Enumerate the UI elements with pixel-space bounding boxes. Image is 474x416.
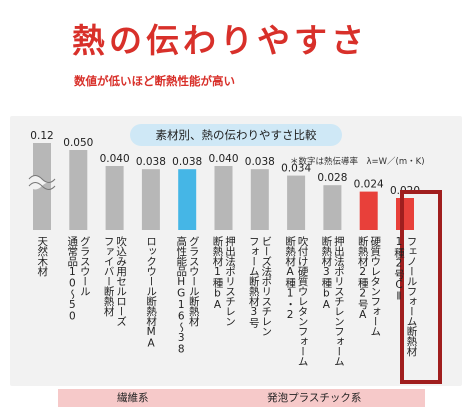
group-label-0: 繊維系	[58, 389, 208, 407]
bar-6	[250, 169, 269, 230]
data-label-6: 0.038	[245, 156, 275, 168]
data-label-3: 0.038	[136, 156, 166, 168]
category-label-6: ビーズ法ポリスチレン フォーム断熱材3号	[247, 236, 273, 336]
bar-7	[287, 175, 306, 230]
category-label-line: 吹込み用セルローズ	[115, 236, 128, 326]
category-label-line: フェノールフォーム断熱材	[405, 236, 418, 356]
bar-4	[178, 169, 197, 230]
data-label-5: 0.040	[208, 153, 238, 165]
page-title: 熱の伝わりやすさ	[72, 21, 368, 60]
category-label-line: 吹付け硬質ウレタンフォーム	[296, 236, 309, 366]
page-subtitle: 数値が低いほど断熱性能が高い	[74, 74, 235, 88]
data-label-4: 0.038	[172, 156, 202, 168]
bar-2	[105, 166, 124, 230]
category-label-line: 1種2号CⅡ	[393, 236, 405, 302]
data-label-8: 0.028	[317, 172, 347, 184]
bar-8	[323, 185, 342, 230]
category-label-line: フォーム断熱材3号	[247, 236, 260, 328]
category-label-1: グラスウール 通常品10～50	[66, 236, 91, 322]
category-label-line: 通常品10～50	[66, 236, 79, 322]
axis-break-line	[28, 175, 56, 183]
highlight-box	[400, 190, 442, 384]
data-label-0: 0.12	[30, 130, 53, 142]
category-label-line: 押出法ポリスチレンフォーム	[332, 236, 345, 366]
category-label-0: 天然木材	[36, 236, 48, 276]
data-label-7: 0.034	[281, 163, 311, 175]
category-label-7: 吹付け硬質ウレタンフォーム 断熱材A種1・2	[284, 236, 309, 366]
category-label-line: ファイバー断熱材	[102, 236, 115, 316]
category-label-line: ロックウール断熱材MA	[145, 236, 158, 349]
category-label-3: ロックウール断熱材MA	[145, 236, 157, 349]
group-label-1: 発泡プラスチック系	[203, 389, 425, 407]
category-label-line: 断熱材1種bA	[211, 236, 224, 311]
bar-1	[69, 150, 88, 230]
category-label-line: ビーズ法ポリスチレン	[260, 236, 273, 336]
unit-note: ＊数字は熱伝導率 λ=W／(m・K)	[290, 157, 425, 167]
category-label-line: 断熱材3種bA	[320, 236, 333, 311]
data-label-1: 0.050	[63, 137, 93, 149]
category-label-8: 押出法ポリスチレンフォーム 断熱材3種bA	[320, 236, 345, 366]
bar-9	[359, 191, 378, 230]
data-label-2: 0.040	[100, 153, 130, 165]
category-label-line: 押出法ポリスチレン	[224, 236, 236, 326]
category-label-2: 吹込み用セルローズ ファイバー断熱材	[102, 236, 128, 326]
category-label-line: 断熱材2種2号A	[356, 236, 369, 321]
bar-3	[141, 169, 160, 230]
data-label-9: 0.024	[354, 179, 384, 191]
category-label-4: グラスウール断熱材 高性能品HG16～38	[175, 236, 200, 355]
category-label-line: 天然木材	[36, 236, 49, 276]
category-label-5: 押出法ポリスチレン 断熱材1種bA	[211, 236, 237, 326]
axis-break-line	[28, 182, 56, 190]
bar-5	[214, 166, 233, 230]
category-label-line: グラスウール	[78, 236, 91, 296]
category-label-line: グラスウール断熱材	[187, 236, 200, 326]
category-label-line: 硬質ウレタンフォーム	[369, 236, 382, 336]
category-label-9: 硬質ウレタンフォーム 断熱材2種2号A	[356, 236, 382, 336]
chart-title: 素材別、熱の伝わりやすさ比較	[130, 124, 342, 146]
category-label-10: フェノールフォーム断熱材 1種2号CⅡ	[393, 236, 418, 356]
category-label-line: 断熱材A種1・2	[284, 236, 297, 321]
axis-break-mark	[29, 175, 55, 190]
category-label-line: 高性能品HG16～38	[175, 236, 188, 355]
